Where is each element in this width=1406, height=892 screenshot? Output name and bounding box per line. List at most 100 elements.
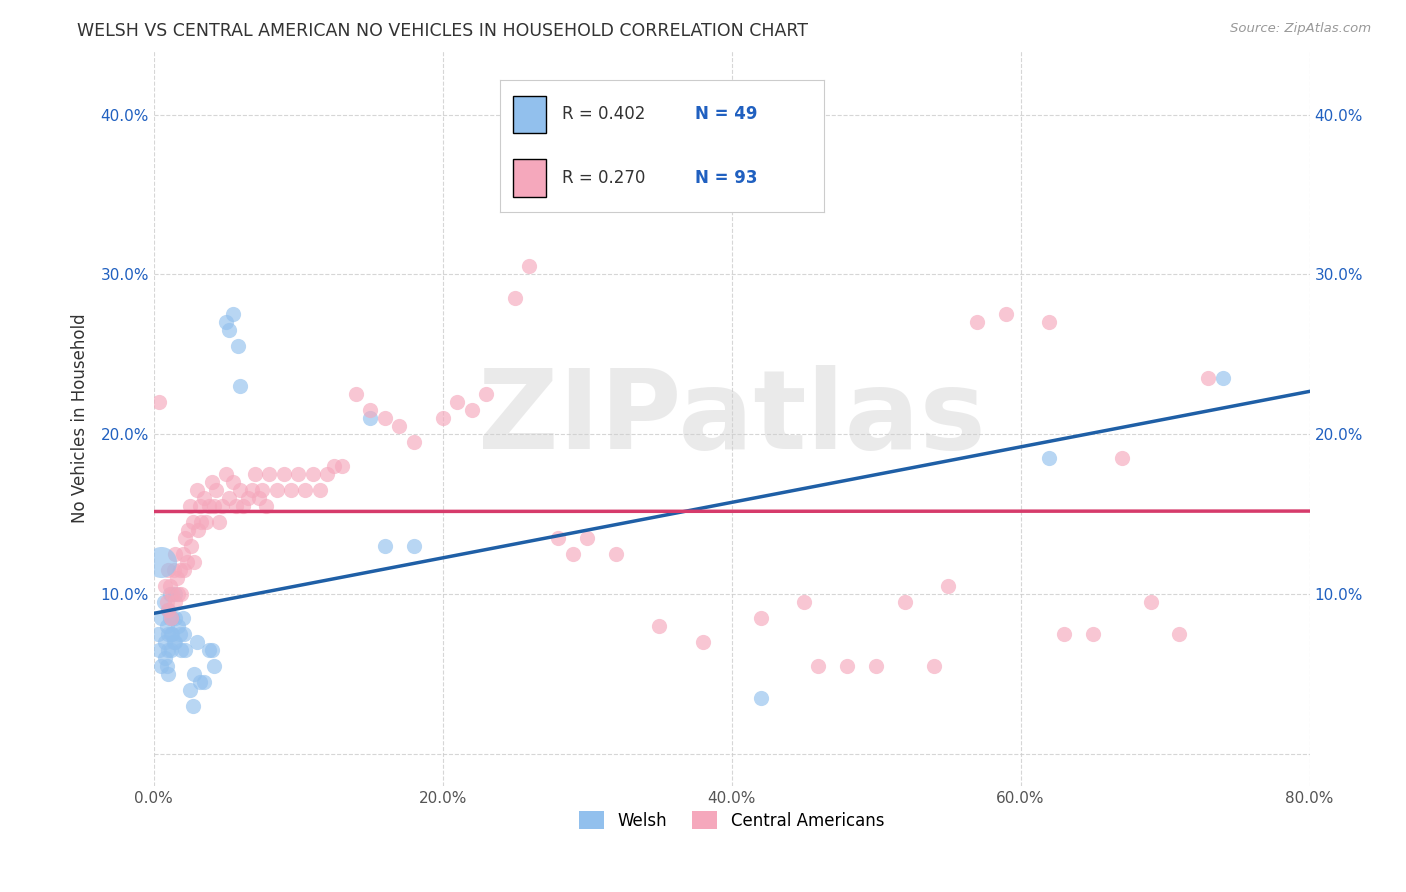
Point — [156, 619, 179, 633]
Point — [1212, 371, 1234, 385]
Point — [243, 467, 266, 482]
Point — [259, 467, 281, 482]
Text: ZIPatlas: ZIPatlas — [478, 365, 986, 472]
Point — [692, 635, 714, 649]
Point — [446, 395, 468, 409]
Point — [793, 595, 815, 609]
Point — [197, 643, 219, 657]
Point — [749, 690, 772, 705]
Point — [177, 523, 200, 537]
Point — [190, 515, 212, 529]
Point — [160, 611, 183, 625]
Point — [301, 467, 323, 482]
Point — [157, 667, 180, 681]
Point — [648, 619, 671, 633]
Point — [183, 555, 205, 569]
Point — [148, 643, 170, 657]
Point — [157, 563, 180, 577]
Point — [181, 698, 204, 713]
Point — [374, 539, 396, 553]
Point — [188, 674, 211, 689]
Point — [460, 403, 482, 417]
Point — [165, 587, 187, 601]
Point — [194, 515, 217, 529]
Point — [153, 595, 176, 609]
Point — [215, 467, 238, 482]
Point — [174, 531, 197, 545]
Point — [176, 555, 198, 569]
Point — [240, 483, 263, 497]
Point — [188, 499, 211, 513]
Point — [157, 603, 180, 617]
Point — [475, 387, 498, 401]
Point — [156, 595, 179, 609]
Point — [503, 292, 526, 306]
Point — [344, 387, 367, 401]
Point — [1053, 627, 1076, 641]
Point — [155, 651, 177, 665]
Point — [179, 682, 201, 697]
Point — [160, 643, 183, 657]
Point — [208, 515, 231, 529]
Point — [294, 483, 316, 497]
Point — [172, 547, 194, 561]
Point — [149, 611, 172, 625]
Point — [173, 563, 195, 577]
Point — [1168, 627, 1191, 641]
Point — [250, 483, 273, 497]
Point — [170, 587, 193, 601]
Point — [146, 627, 169, 641]
Point — [247, 491, 270, 505]
Point — [155, 635, 177, 649]
Point — [232, 499, 254, 513]
Point — [149, 659, 172, 673]
Point — [605, 547, 627, 561]
Point — [157, 627, 180, 641]
Point — [166, 571, 188, 585]
Point — [157, 643, 180, 657]
Point — [183, 667, 205, 681]
Point — [236, 491, 259, 505]
Point — [187, 523, 209, 537]
Point — [222, 475, 245, 490]
Point — [165, 635, 187, 649]
Point — [162, 611, 184, 625]
Point — [163, 563, 186, 577]
Point — [174, 643, 197, 657]
Point — [169, 563, 191, 577]
Point — [1038, 451, 1060, 466]
Point — [162, 587, 184, 601]
Point — [287, 467, 309, 482]
Point — [995, 307, 1018, 321]
Point — [229, 483, 252, 497]
Point — [308, 483, 330, 497]
Point — [966, 315, 988, 329]
Point — [222, 307, 245, 321]
Point — [159, 611, 181, 625]
Point — [181, 515, 204, 529]
Point — [165, 595, 187, 609]
Point — [179, 499, 201, 513]
Point — [273, 467, 295, 482]
Point — [205, 483, 228, 497]
Point — [197, 499, 219, 513]
Point — [211, 499, 233, 513]
Point — [229, 379, 252, 393]
Point — [148, 395, 170, 409]
Point — [149, 555, 172, 569]
Point — [186, 483, 208, 497]
Point — [837, 659, 859, 673]
Point — [517, 260, 540, 274]
Y-axis label: No Vehicles in Household: No Vehicles in Household — [72, 313, 89, 523]
Point — [218, 323, 240, 337]
Point — [316, 467, 339, 482]
Point — [173, 627, 195, 641]
Point — [193, 491, 215, 505]
Legend: Welsh, Central Americans: Welsh, Central Americans — [572, 805, 890, 837]
Point — [186, 635, 208, 649]
Point — [894, 595, 917, 609]
Point — [156, 659, 179, 673]
Point — [266, 483, 288, 497]
Point — [165, 547, 187, 561]
Point — [165, 611, 187, 625]
